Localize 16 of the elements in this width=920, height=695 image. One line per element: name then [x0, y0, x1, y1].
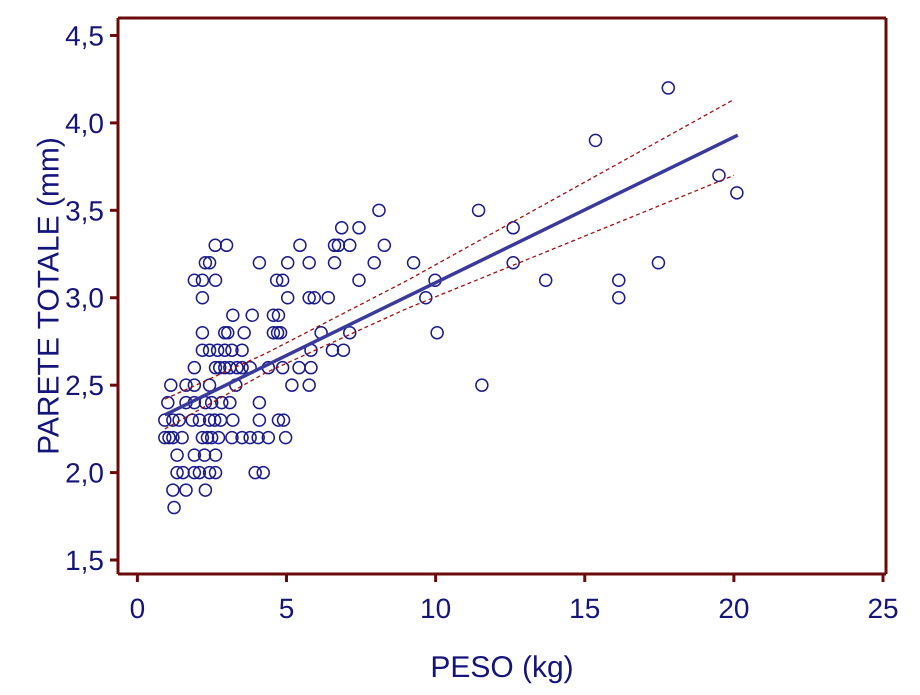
x-axis-title: PESO (kg) — [430, 651, 574, 684]
x-tick-label: 15 — [569, 592, 600, 624]
y-tick-label: 3,0 — [65, 282, 104, 314]
x-tick-label: 20 — [718, 592, 750, 624]
y-tick-label: 2,5 — [65, 370, 104, 402]
y-tick-label: 4,0 — [65, 108, 104, 139]
x-tick-label: 25 — [867, 592, 899, 624]
y-tick-label: 1,5 — [65, 544, 104, 576]
line-series — [164, 174, 735, 430]
y-tick-label: 3,5 — [65, 195, 104, 226]
x-tick-label: 0 — [130, 592, 146, 624]
y-axis-title: PARETE TOTALE (mm) — [32, 137, 66, 455]
x-tick-label: 5 — [278, 592, 294, 624]
x-tick-label: 10 — [420, 592, 452, 624]
y-tick-label: 4,5 — [65, 20, 104, 52]
y-tick-label: 2,0 — [65, 458, 104, 489]
